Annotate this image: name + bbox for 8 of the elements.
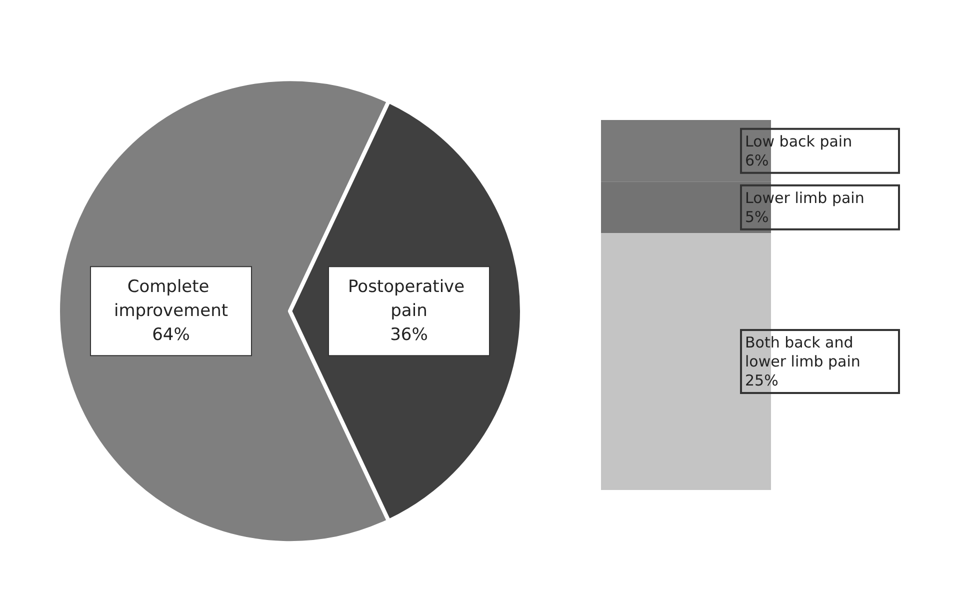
series-label: Both back and lower limb pain [745,334,860,371]
slice-label: Postoperative pain [348,277,470,322]
data-label: 64% [152,325,190,346]
slice-label: Complete improvement [114,277,228,322]
data-label: 36% [390,325,428,346]
data-label: 5% [745,208,769,226]
data-label: 25% [745,372,778,390]
data-label: 6% [745,151,769,170]
